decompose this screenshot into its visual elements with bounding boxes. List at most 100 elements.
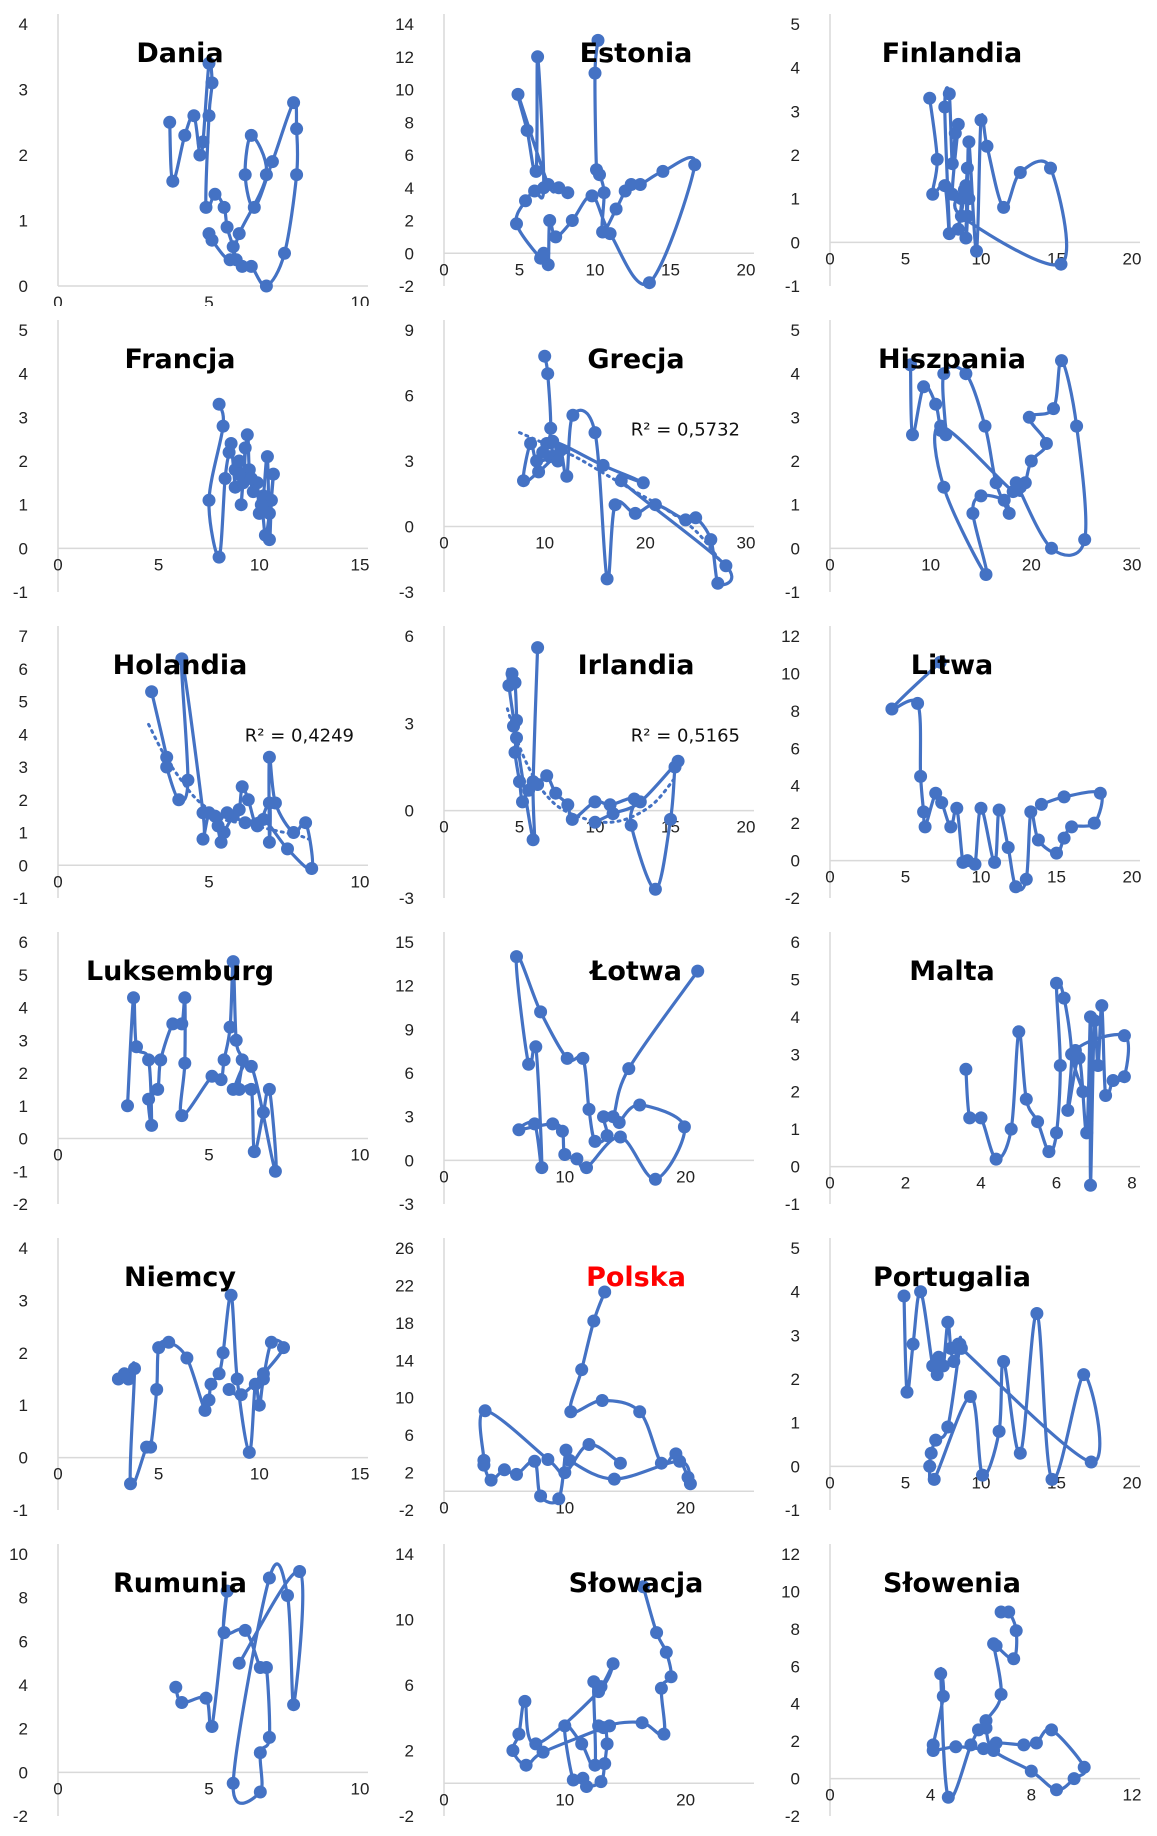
data-point [934, 419, 948, 433]
y-tick-label: 0 [19, 277, 28, 296]
y-tick-label: 2 [19, 1344, 28, 1363]
data-point [936, 1359, 950, 1373]
data-point [929, 786, 943, 800]
data-point [1117, 1029, 1131, 1043]
series-line [514, 954, 700, 1181]
y-tick-label: 12 [781, 627, 800, 646]
data-point [278, 246, 291, 260]
data-point [930, 152, 944, 166]
data-point [226, 1776, 240, 1790]
x-tick-label: 0 [825, 1174, 834, 1193]
data-point [214, 1073, 228, 1087]
x-tick-label: 0 [439, 534, 448, 553]
data-point [150, 1383, 164, 1396]
data-point [238, 1623, 252, 1637]
data-point [305, 862, 319, 875]
data-point [232, 454, 246, 468]
chart-svg: -2 2 6 10 14 0 10 20 Słowacja [395, 1544, 754, 1826]
data-point [648, 882, 662, 896]
data-point [510, 217, 523, 231]
data-point [633, 1098, 647, 1112]
data-point [947, 1355, 961, 1368]
data-point [253, 1785, 267, 1799]
data-point [254, 498, 268, 512]
y-tick-label: 6 [405, 387, 414, 406]
data-point [974, 1111, 988, 1125]
x-tick-label: 30 [737, 534, 756, 553]
data-point [918, 820, 932, 834]
data-point [911, 696, 925, 710]
data-point [211, 819, 225, 833]
data-point [212, 550, 226, 564]
data-point [241, 793, 255, 807]
y-tick-label: 4 [19, 725, 28, 744]
data-point [1050, 846, 1063, 860]
data-point [966, 506, 980, 520]
y-tick-label: 9 [405, 321, 414, 340]
data-point [1077, 1368, 1091, 1382]
y-tick-label: 3 [791, 1045, 800, 1064]
data-point [121, 1099, 134, 1113]
chart-panel-14: -2 2 6 10 14 18 22 26 0 10 20 Polska [386, 1224, 771, 1530]
data-point [216, 419, 230, 433]
data-point [1009, 476, 1023, 490]
x-tick-label: 15 [661, 260, 680, 279]
data-point [160, 750, 174, 764]
chart-title: Hiszpania [878, 344, 1026, 375]
y-tick-label: 10 [395, 81, 414, 100]
data-point [944, 820, 958, 834]
data-point [906, 428, 919, 442]
x-tick-label: 15 [351, 1465, 370, 1484]
chart-title: Słowenia [883, 1568, 1021, 1599]
chart-svg: -1 0 1 2 3 4 5 0 5 10 15 Francja [13, 320, 369, 602]
y-tick-label: -2 [399, 277, 414, 296]
y-tick-label: -1 [785, 583, 800, 602]
data-point [1053, 1059, 1067, 1072]
data-point [526, 833, 540, 847]
data-point [162, 1335, 176, 1349]
data-point [555, 1124, 569, 1138]
y-tick-label: 0 [19, 539, 28, 558]
data-point [202, 493, 216, 507]
data-point [212, 1367, 226, 1381]
y-tick-label: 7 [19, 627, 28, 646]
data-point [247, 200, 261, 214]
data-point [244, 1059, 258, 1073]
data-point [202, 56, 216, 70]
data-point [217, 1053, 231, 1067]
data-point [633, 178, 647, 191]
y-tick-label: -3 [399, 583, 414, 602]
data-point [262, 1082, 276, 1096]
y-tick-label: 3 [19, 758, 28, 777]
data-point [963, 1390, 977, 1403]
data-point [264, 493, 278, 507]
y-tick-label: 2 [791, 452, 800, 471]
data-point [648, 1172, 662, 1186]
data-point [528, 1454, 542, 1468]
data-point [636, 476, 650, 490]
data-point [1004, 1122, 1018, 1136]
y-tick-label: 0 [405, 802, 414, 821]
data-point [212, 397, 226, 411]
data-point [1019, 1092, 1033, 1106]
data-point [677, 1120, 691, 1134]
x-tick-label: 4 [926, 1786, 935, 1805]
data-point [917, 805, 931, 819]
x-tick-label: 10 [555, 1167, 574, 1186]
y-tick-label: 6 [405, 1426, 414, 1445]
data-point [906, 1337, 920, 1351]
data-point [979, 568, 993, 581]
data-point [566, 1773, 580, 1787]
data-point [933, 655, 947, 669]
chart-svg: -2 0 2 4 6 8 10 12 14 0 5 10 15 20 Estonia [395, 14, 755, 296]
y-tick-label: 0 [791, 233, 800, 252]
data-point [232, 1656, 246, 1670]
data-point [926, 187, 940, 201]
y-tick-label: -3 [399, 889, 414, 908]
data-point [597, 1110, 610, 1124]
data-point [506, 1744, 520, 1757]
data-point [293, 1565, 307, 1578]
y-tick-label: 2 [791, 1732, 800, 1751]
chart-svg: -1 0 1 2 3 4 5 6 0 2 4 6 8 Malta [785, 932, 1140, 1214]
data-point [541, 1453, 555, 1466]
